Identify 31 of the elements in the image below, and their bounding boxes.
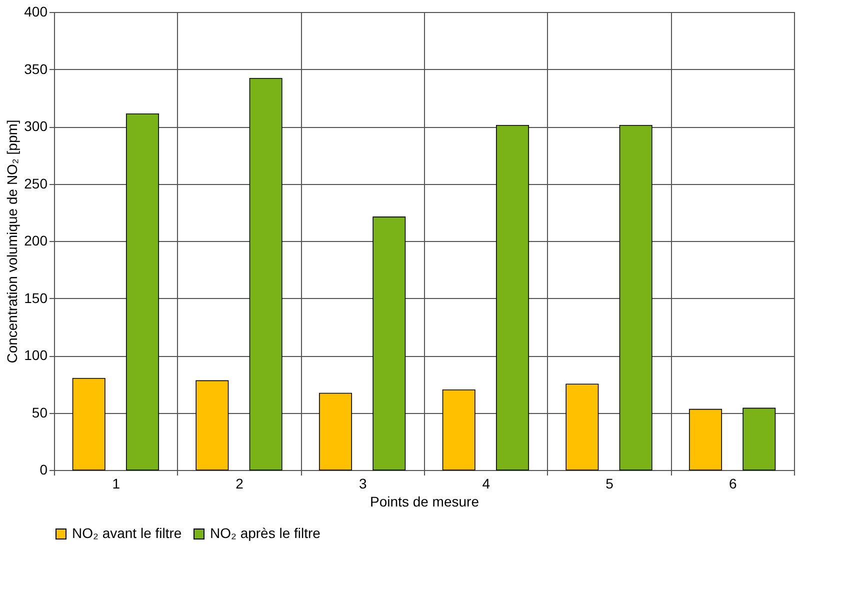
x-tick-label: 2 — [236, 476, 244, 492]
bar — [442, 389, 476, 470]
bar — [619, 124, 652, 470]
bar — [126, 114, 159, 470]
legend-label: NO₂ avant le filtre — [72, 525, 182, 541]
x-tick-label: 5 — [606, 476, 614, 492]
y-tick-label: 200 — [24, 232, 48, 248]
x-tick-label: 4 — [482, 476, 490, 492]
y-tick-label: 300 — [24, 118, 48, 134]
y-tick-label: 0 — [40, 462, 48, 478]
y-tick-label: 400 — [24, 4, 48, 20]
bar — [689, 408, 722, 470]
x-tick-label: 6 — [728, 476, 737, 492]
y-tick-label: 50 — [32, 404, 48, 420]
bar — [249, 78, 282, 470]
y-tick-label: 350 — [24, 60, 48, 77]
bar — [319, 392, 352, 470]
x-tick-label: 3 — [358, 476, 367, 492]
y-tick-label: 100 — [24, 347, 48, 363]
bar — [566, 384, 599, 470]
bar — [496, 124, 529, 470]
y-tick-label: 150 — [24, 290, 48, 306]
bar — [372, 216, 406, 470]
x-tick-label: 1 — [112, 476, 120, 492]
bar — [72, 378, 106, 470]
legend-label: NO₂ après le filtre — [210, 525, 321, 541]
bar — [742, 408, 776, 470]
bar — [196, 380, 229, 470]
y-axis-title: Concentration volumique de NO₂ [ppm] — [4, 120, 20, 364]
y-tick-label: 250 — [24, 175, 48, 192]
x-axis-title: Points de mesure — [370, 494, 480, 510]
